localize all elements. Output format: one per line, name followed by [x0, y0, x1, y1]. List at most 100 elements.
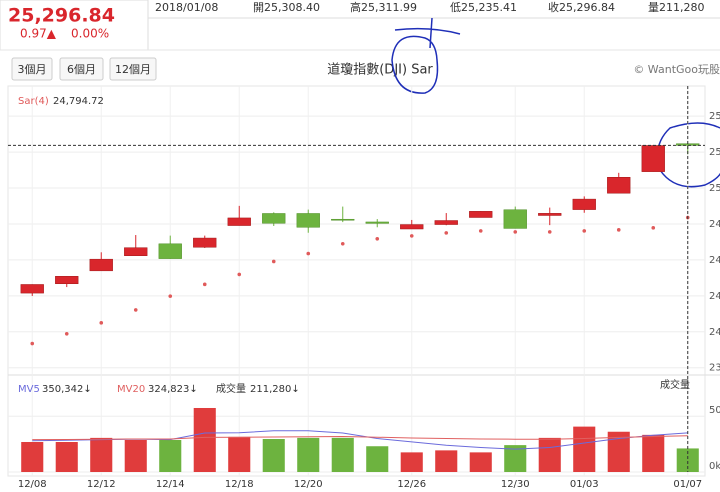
volume-bar — [435, 450, 458, 472]
candle-body — [193, 237, 217, 248]
volume-bar — [21, 442, 44, 472]
candle-body — [124, 247, 148, 256]
volume-bar — [90, 437, 113, 472]
volume-bar — [538, 437, 561, 472]
x-tick-label: 12/26 — [397, 479, 426, 490]
candle-body — [538, 213, 562, 216]
sar-dot — [271, 259, 276, 264]
range-button-label[interactable]: 6個月 — [67, 63, 96, 76]
volume-bar — [55, 442, 78, 472]
x-tick-label: 01/07 — [673, 479, 702, 490]
volume-bar — [228, 436, 251, 472]
change-pct: 0.00% — [71, 27, 109, 41]
copyright: © WantGoo玩股 — [633, 63, 720, 76]
range-button[interactable] — [109, 57, 157, 81]
volume-bar — [331, 437, 354, 472]
x-tick-label: 12/12 — [87, 479, 116, 490]
sar-dot — [513, 230, 518, 234]
candle-body — [296, 213, 320, 228]
x-tick-label: 12/20 — [294, 479, 323, 490]
candle-body — [55, 276, 79, 285]
volume-legend-value: 211,280↓ — [250, 384, 300, 395]
volume-bar — [400, 452, 423, 472]
plot-frame — [7, 85, 706, 477]
price-box — [0, 0, 149, 51]
y-tick-label: 23,750 — [709, 363, 720, 374]
chart-title: 道瓊指數(DJI) Sar — [327, 63, 433, 78]
x-tick-label: 12/14 — [156, 479, 185, 490]
info-item: 量211,280 — [648, 1, 705, 14]
candle-body — [262, 213, 286, 224]
sar-dot — [547, 230, 552, 234]
volume-bar — [573, 426, 596, 472]
range-button[interactable] — [11, 57, 53, 81]
sar-dot — [99, 321, 104, 325]
volume-legend-name: 成交量 — [216, 382, 246, 395]
candle-body — [331, 218, 355, 221]
sar-dot — [237, 272, 242, 277]
info-item: 開25,308.40 — [253, 1, 320, 14]
range-button-label[interactable]: 12個月 — [115, 63, 151, 76]
volume-bar — [642, 434, 665, 472]
x-tick-label: 01/03 — [570, 479, 599, 490]
info-item: 收25,296.84 — [548, 0, 615, 14]
volume-panel-label: 成交量 — [660, 378, 690, 391]
volume-tick-label: 0k — [709, 461, 720, 472]
sar-legend-value: 24,794.72 — [53, 96, 104, 107]
candle-body — [607, 177, 631, 194]
candle-body — [469, 211, 493, 218]
sar-dot — [582, 229, 587, 233]
sar-dot — [30, 341, 35, 346]
sar-dot — [409, 234, 414, 238]
candle-body — [158, 243, 182, 259]
sar-dot — [168, 294, 173, 298]
sar-dot — [616, 228, 621, 232]
sar-dot — [375, 236, 380, 241]
volume-bar — [366, 446, 389, 472]
candle-body — [400, 224, 424, 230]
y-tick-label: 24,750 — [709, 219, 720, 230]
sar-dot — [651, 226, 656, 230]
sar-dot — [64, 331, 69, 336]
x-tick-label: 12/30 — [501, 479, 530, 490]
volume-bar — [124, 439, 147, 472]
y-tick-label: 24,000 — [709, 327, 720, 338]
price: 25,296.84 — [8, 5, 115, 27]
candle-body — [503, 209, 527, 229]
candle-body — [89, 258, 113, 272]
range-button[interactable] — [59, 57, 104, 81]
volume-bar — [676, 448, 699, 472]
y-tick-label: 24,500 — [709, 255, 720, 266]
volume-bar — [262, 438, 285, 472]
range-button-label[interactable]: 3個月 — [18, 63, 47, 76]
volume-bar — [504, 445, 527, 472]
candle-body — [20, 284, 44, 294]
volume-bar — [297, 437, 320, 472]
sar-legend-name: Sar(4) — [18, 96, 49, 107]
info-item: 高25,311.99 — [350, 0, 417, 14]
sar-dot — [306, 251, 311, 256]
candle-body — [572, 198, 596, 210]
sar-dot — [444, 231, 449, 235]
mv5-legend-name: MV5 — [18, 384, 40, 395]
sar-dot — [133, 308, 138, 312]
x-tick-label: 12/18 — [225, 479, 254, 490]
volume-tick-label: 500k — [709, 405, 720, 416]
mv20-legend-name: MV20 — [117, 384, 145, 395]
sar-dot — [340, 242, 345, 246]
x-tick-label: 12/08 — [18, 479, 47, 490]
y-tick-label: 25,000 — [709, 183, 720, 194]
sar-dot — [202, 282, 207, 287]
candle-body — [434, 220, 458, 225]
y-tick-label: 25,500 — [709, 111, 720, 122]
mv20-legend-value: 324,823↓ — [148, 384, 198, 395]
annotation-scribble — [391, 17, 461, 94]
volume-bar — [193, 407, 216, 472]
volume-bar — [469, 452, 492, 472]
candle-body — [227, 217, 251, 226]
info-item: 低25,235.41 — [450, 1, 517, 14]
volume-bar — [607, 431, 630, 472]
y-tick-label: 24,250 — [709, 291, 720, 302]
